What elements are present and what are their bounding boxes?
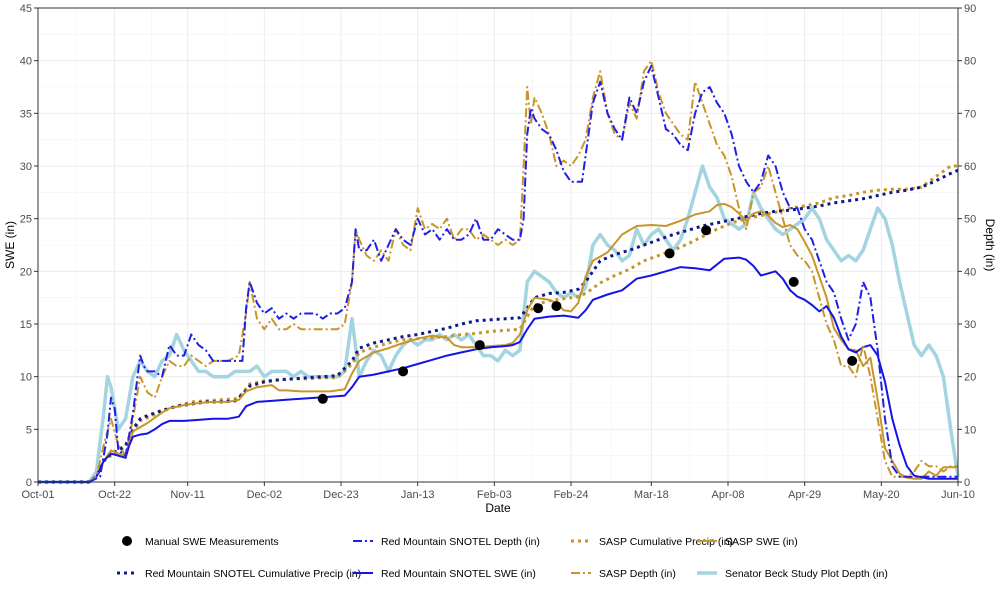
- manual-swe-point: [701, 225, 712, 236]
- legend-item-senator-beck-study-plot-depth: Senator Beck Study Plot Depth (in): [697, 568, 888, 580]
- legend-label: Senator Beck Study Plot Depth (in): [725, 568, 888, 580]
- manual-swe-point: [788, 276, 799, 287]
- legend-label: Red Mountain SNOTEL Cumulative Precip (i…: [145, 568, 361, 580]
- legend-item-red-mountain-snotel-cumulative-precip: Red Mountain SNOTEL Cumulative Precip (i…: [117, 568, 361, 580]
- x-tick-label: Jun-10: [941, 489, 975, 501]
- plot-panel-border: [37, 7, 959, 483]
- legend-item-sasp-depth: SASP Depth (in): [571, 568, 676, 580]
- series-layer: [38, 59, 960, 484]
- y-tick-label: 45: [20, 3, 32, 15]
- x-tick-label: Feb-03: [477, 489, 512, 501]
- legend-item-red-mountain-snotel-swe: Red Mountain SNOTEL SWE (in): [353, 568, 536, 580]
- y-axis-title: SWE (in): [3, 221, 17, 269]
- manual-swe-point: [664, 248, 675, 259]
- x-tick-label: May-20: [863, 489, 900, 501]
- x-tick-label: Feb-24: [554, 489, 589, 501]
- x-tick-label: Nov-11: [170, 489, 205, 501]
- legend-label: SASP Cumulative Precip (in): [599, 536, 733, 548]
- x-tick-label: Mar-18: [634, 489, 669, 501]
- y2-tick-label: 90: [964, 3, 976, 15]
- manual-swe-point: [398, 366, 409, 377]
- y-tick-label: 30: [20, 161, 32, 173]
- y-tick-label: 40: [20, 56, 32, 68]
- manual-swe-point: [847, 355, 858, 366]
- y2-tick-label: 30: [964, 319, 976, 331]
- senator-beck-study-plot-depth-line: [38, 164, 960, 484]
- minor-grid: [38, 8, 958, 482]
- y2-tick-label: 60: [964, 161, 976, 173]
- legend-label: Red Mountain SNOTEL Depth (in): [381, 536, 540, 548]
- y2-tick-label: 40: [964, 266, 976, 278]
- x-tick-label: Dec-02: [247, 489, 282, 501]
- y2-tick-label: 80: [964, 56, 976, 68]
- legend-item-red-mountain-snotel-depth: Red Mountain SNOTEL Depth (in): [353, 536, 540, 548]
- y2-tick-label: 10: [964, 424, 976, 436]
- legend-label: Manual SWE Measurements: [145, 536, 279, 548]
- y-tick-label: 20: [20, 266, 32, 278]
- x-tick-label: Apr-08: [711, 489, 744, 501]
- y-tick-label: 15: [20, 319, 32, 331]
- y2-tick-label: 70: [964, 108, 976, 120]
- legend-label: SASP Depth (in): [599, 568, 676, 580]
- x-tick-label: Jan-13: [401, 489, 435, 501]
- right-axis: 0 10 20 30 40 50 60 70 80 90: [958, 3, 976, 489]
- y-tick-label: 25: [20, 214, 32, 226]
- legend-label: Red Mountain SNOTEL SWE (in): [381, 568, 536, 580]
- legend-item-manual-swe-measurements: Manual SWE Measurements: [122, 536, 279, 548]
- y-tick-label: 5: [26, 424, 32, 436]
- x-axis-title: Date: [485, 501, 511, 515]
- y-tick-label: 0: [26, 477, 32, 489]
- left-axis: 0 5 10 15 20 25 30 35 40 45: [20, 3, 38, 489]
- y2-tick-label: 20: [964, 372, 976, 384]
- x-tick-label: Dec-23: [323, 489, 358, 501]
- y2-tick-label: 50: [964, 214, 976, 226]
- manual-swe-point: [317, 393, 328, 404]
- manual-swe-point: [533, 303, 544, 314]
- y-tick-label: 35: [20, 108, 32, 120]
- legend-item-sasp-swe: SASP SWE (in): [697, 536, 798, 548]
- x-axis: Oct-01 Oct-22 Nov-11 Dec-02 Dec-23 Jan-13 Feb-…: [21, 482, 975, 501]
- y-tick-label: 10: [20, 372, 32, 384]
- red-mountain-snotel-cumulative-precip-line: [38, 168, 959, 484]
- x-tick-label: Apr-29: [788, 489, 821, 501]
- x-tick-label: Oct-22: [98, 489, 131, 501]
- y2-axis-title: Depth (in): [983, 219, 997, 272]
- red-mountain-snotel-swe-line: [38, 256, 958, 483]
- y2-tick-label: 0: [964, 477, 970, 489]
- legend-item-sasp-cumulative-precip: SASP Cumulative Precip (in): [571, 536, 733, 548]
- manual-swe-point: [551, 301, 562, 312]
- legend: Manual SWE Measurements Red Mountain SNOT…: [117, 536, 888, 580]
- red-mountain-snotel-depth-line: [38, 64, 958, 483]
- legend-label: SASP SWE (in): [725, 536, 798, 548]
- legend-key: [122, 536, 132, 546]
- manual-swe-point: [474, 340, 485, 351]
- manual-swe-measurements-series: [317, 225, 858, 404]
- x-tick-label: Oct-01: [21, 489, 54, 501]
- sasp-depth-line: [38, 59, 958, 483]
